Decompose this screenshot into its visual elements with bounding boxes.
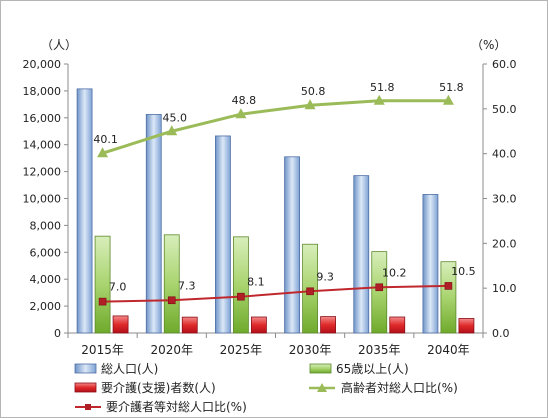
legend-label-care-ratio: 要介護者等対総人口比(%) — [106, 399, 247, 414]
left-tick-label: 0 — [54, 327, 61, 340]
left-tick-label: 4,000 — [30, 273, 62, 286]
category-label: 2015年 — [81, 343, 124, 357]
bar-65-and-over — [163, 234, 180, 334]
left-tick-label: 2,000 — [30, 300, 62, 313]
bar-total-population — [215, 135, 231, 334]
right-axis-ticks: 0.0 10.0 20.0 30.0 40.0 50.0 60.0 — [483, 58, 517, 340]
data-label-care-ratio: 7.0 — [109, 281, 127, 294]
line-care-ratio — [102, 284, 449, 303]
legend-item-care-ratio: 要介護者等対総人口比(%) — [75, 399, 247, 414]
right-tick-label: 60.0 — [492, 58, 517, 71]
legend-item-care: 要介護(支援)者数(人) — [74, 380, 216, 395]
marker-care-ratio — [444, 282, 453, 290]
bar-total-population — [353, 175, 370, 334]
marker-elderly-ratio — [97, 147, 109, 158]
bar-total-population — [145, 114, 162, 334]
right-tick-label: 40.0 — [492, 148, 517, 161]
data-label-care-ratio: 8.1 — [247, 276, 265, 289]
bar-total-population — [422, 194, 439, 334]
right-tick-label: 0.0 — [492, 327, 510, 340]
left-axis-ticks: 0 2,000 4,000 6,000 8,000 10,000 12,000 14,000 1… — [23, 58, 68, 340]
line-series-group: 40.1 45.0 48.8 50.8 51.8 51.8 7.0 7.3 8.1 9.3 10.2… — [93, 81, 476, 306]
marker-care-ratio — [306, 287, 314, 296]
left-tick-label: 8,000 — [30, 219, 62, 232]
left-tick-label: 20,000 — [23, 58, 62, 71]
legend-marker-care-ratio — [85, 404, 91, 410]
legend-marker-elderly-ratio — [317, 383, 327, 392]
category-labels: 2015年 2020年 2025年 2030年 2035年 2040年 — [67, 333, 484, 357]
left-tick-label: 10,000 — [23, 193, 62, 206]
marker-elderly-ratio — [304, 99, 316, 110]
line-elderly-ratio — [102, 99, 449, 155]
legend-item-elderly-ratio: 高齢者対総人口比(%) — [309, 380, 458, 395]
right-tick-label: 10.0 — [492, 282, 517, 295]
data-label-care-ratio: 10.5 — [451, 265, 476, 278]
bar-65-and-over — [233, 236, 249, 334]
marker-care-ratio — [167, 296, 176, 305]
marker-care-ratio — [237, 292, 245, 301]
bar-65-and-over — [371, 251, 388, 334]
legend-label-total: 総人口(人) — [101, 362, 158, 376]
legend-swatch-total — [74, 363, 97, 374]
right-tick-label: 30.0 — [492, 193, 517, 206]
bar-care-recipients — [251, 316, 267, 334]
bar-total-population — [76, 88, 93, 334]
right-tick-label: 20.0 — [492, 237, 517, 250]
legend-label-care: 要介護(支援)者数(人) — [101, 380, 216, 395]
data-label-care-ratio: 7.3 — [178, 279, 196, 292]
bar-total-population — [284, 156, 300, 334]
data-label-elderly-ratio: 48.8 — [232, 94, 257, 107]
legend-swatch-65plus — [309, 363, 332, 374]
left-tick-label: 6,000 — [30, 246, 62, 259]
legend-label-elderly-ratio: 高齢者対総人口比(%) — [341, 380, 458, 395]
data-label-elderly-ratio: 51.8 — [439, 81, 464, 94]
left-tick-label: 16,000 — [23, 112, 62, 125]
legend-item-total: 総人口(人) — [74, 362, 158, 376]
bar-65-and-over — [440, 261, 457, 334]
bar-65-and-over — [94, 235, 111, 334]
legend-swatch-care — [74, 382, 97, 393]
bar-care-recipients — [112, 315, 129, 334]
bar-care-recipients — [181, 316, 198, 334]
category-label: 2025年 — [220, 343, 263, 357]
category-label: 2035年 — [358, 343, 401, 357]
marker-elderly-ratio — [442, 94, 454, 105]
left-tick-label: 14,000 — [23, 139, 62, 152]
category-label: 2040年 — [427, 343, 470, 357]
marker-elderly-ratio — [166, 125, 178, 136]
marker-care-ratio — [98, 297, 107, 306]
legend-label-65plus: 65歳以上(人) — [336, 362, 409, 376]
right-axis-unit: （%） — [471, 38, 506, 52]
data-label-elderly-ratio: 51.8 — [370, 81, 395, 94]
legend-item-65plus: 65歳以上(人) — [309, 362, 409, 376]
marker-elderly-ratio — [235, 108, 247, 119]
marker-care-ratio — [375, 283, 384, 292]
marker-elderly-ratio — [373, 94, 385, 105]
category-label: 2020年 — [150, 343, 193, 357]
left-tick-label: 12,000 — [23, 166, 62, 179]
bar-care-recipients — [458, 318, 475, 334]
left-axis-unit: （人） — [41, 38, 77, 52]
bar-care-recipients — [320, 316, 336, 334]
data-label-elderly-ratio: 45.0 — [163, 111, 188, 124]
data-label-care-ratio: 10.2 — [382, 266, 407, 279]
right-tick-label: 50.0 — [492, 103, 517, 116]
bar-care-recipients — [389, 316, 406, 334]
bar-series-group — [76, 88, 475, 334]
data-label-care-ratio: 9.3 — [316, 270, 334, 283]
data-label-elderly-ratio: 50.8 — [301, 85, 326, 98]
left-tick-label: 18,000 — [23, 85, 62, 98]
category-label: 2030年 — [289, 343, 332, 357]
data-label-elderly-ratio: 40.1 — [93, 133, 118, 146]
legend: 総人口(人) 65歳以上(人) 要介護(支援)者数(人) 高齢者対総人口比(%)… — [74, 362, 458, 414]
